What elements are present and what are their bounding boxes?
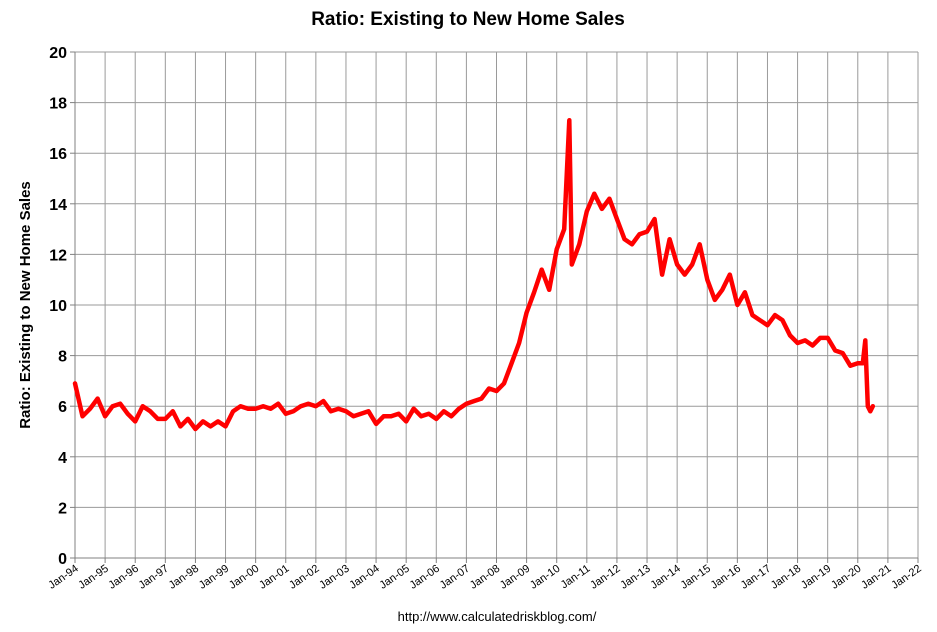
x-tick-label: Jan-13 bbox=[618, 563, 652, 592]
x-tick-label: Jan-08 bbox=[468, 563, 502, 592]
y-tick-label: 2 bbox=[58, 500, 67, 517]
y-tick-label: 8 bbox=[58, 349, 67, 366]
y-tick-label: 18 bbox=[49, 96, 67, 113]
axes bbox=[70, 51, 919, 563]
series-line-0 bbox=[72, 118, 876, 432]
x-tick-label: Jan-16 bbox=[709, 563, 743, 592]
y-tick-label: 4 bbox=[58, 450, 67, 467]
y-tick-label: 14 bbox=[49, 197, 67, 214]
x-tick-label: Jan-18 bbox=[769, 563, 803, 592]
y-axis-ticks: 0 2 4 6 8 10 12 14 16 18 20 bbox=[49, 45, 67, 568]
x-tick-label: Jan-19 bbox=[799, 563, 833, 592]
x-tick-label: Jan-12 bbox=[588, 563, 622, 592]
x-tick-label: Jan-07 bbox=[438, 563, 472, 592]
grid bbox=[74, 51, 919, 559]
x-tick-label: Jan-99 bbox=[197, 563, 231, 592]
x-tick-label: Jan-20 bbox=[829, 563, 863, 592]
x-tick-label: Jan-22 bbox=[889, 563, 923, 592]
x-tick-label: Jan-09 bbox=[498, 563, 532, 592]
source-note: http://www.calculatedriskblog.com/ bbox=[398, 609, 597, 624]
y-tick-label: 10 bbox=[49, 298, 67, 315]
y-tick-label: 20 bbox=[49, 45, 67, 62]
x-tick-label: Jan-10 bbox=[528, 563, 562, 592]
y-tick-label: 12 bbox=[49, 247, 67, 264]
x-tick-label: Jan-17 bbox=[739, 563, 773, 592]
x-tick-label: Jan-02 bbox=[287, 563, 321, 592]
x-tick-label: Jan-14 bbox=[648, 563, 682, 592]
x-tick-label: Jan-03 bbox=[317, 563, 351, 592]
y-tick-label: 6 bbox=[58, 399, 67, 416]
x-tick-label: Jan-95 bbox=[76, 563, 110, 592]
x-tick-label: Jan-04 bbox=[347, 563, 381, 592]
series bbox=[72, 118, 876, 432]
x-tick-label: Jan-21 bbox=[859, 563, 893, 592]
x-tick-label: Jan-00 bbox=[227, 563, 261, 592]
x-tick-label: Jan-15 bbox=[679, 563, 713, 592]
x-tick-label: Jan-98 bbox=[167, 563, 201, 592]
x-axis-ticks: Jan-94Jan-95Jan-96Jan-97Jan-98Jan-99Jan-… bbox=[46, 563, 923, 592]
x-tick-label: Jan-97 bbox=[137, 563, 171, 592]
x-tick-label: Jan-11 bbox=[559, 563, 593, 592]
chart-title: Ratio: Existing to New Home Sales bbox=[311, 9, 625, 30]
x-tick-label: Jan-96 bbox=[106, 563, 140, 592]
y-tick-label: 16 bbox=[49, 146, 67, 163]
x-tick-label: Jan-06 bbox=[408, 563, 442, 592]
x-tick-label: Jan-05 bbox=[377, 563, 411, 592]
y-axis-label: Ratio: Existing to New Home Sales bbox=[17, 181, 34, 429]
y-tick-label: 0 bbox=[58, 551, 67, 568]
x-tick-label: Jan-01 bbox=[257, 563, 291, 592]
